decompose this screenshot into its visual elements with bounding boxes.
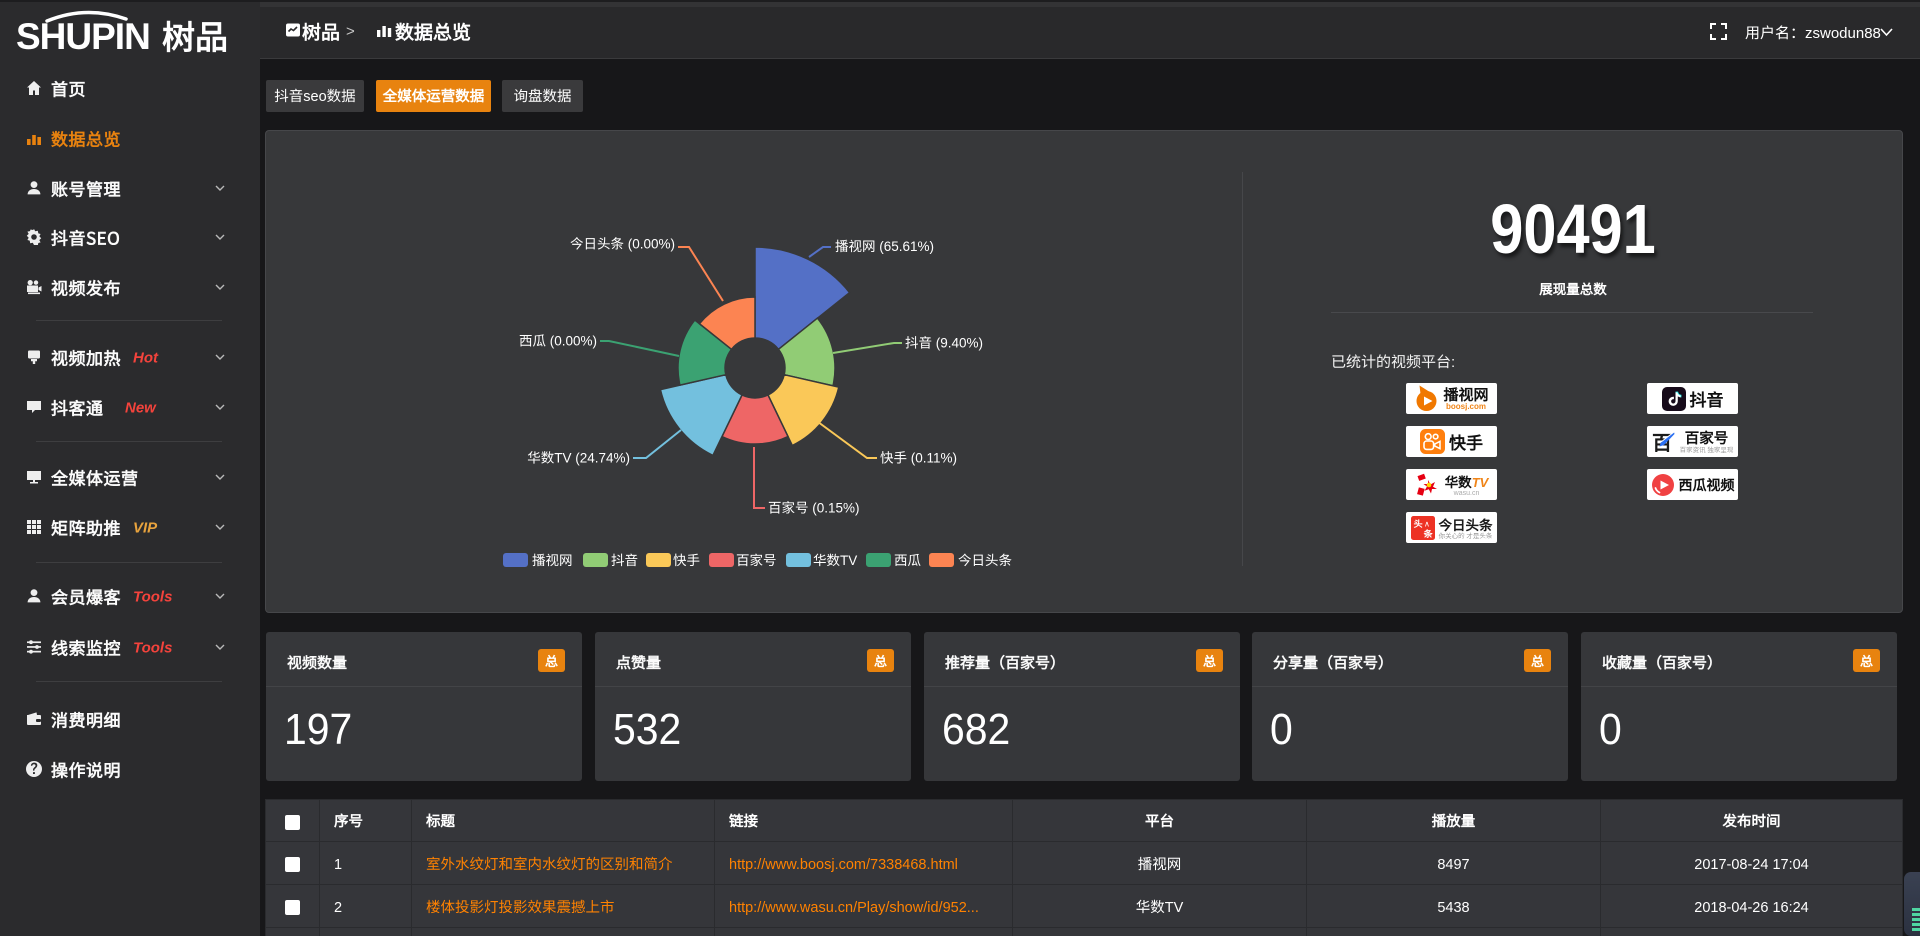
svg-text:今日头条: 今日头条 bbox=[958, 549, 1012, 569]
svg-text:抖音 (9.40%): 抖音 (9.40%) bbox=[905, 332, 983, 352]
svg-text:播视网: 播视网 bbox=[532, 549, 573, 569]
svg-text:快手: 快手 bbox=[673, 549, 700, 569]
svg-text:西瓜: 西瓜 bbox=[894, 549, 922, 569]
svg-text:华数TV (24.74%): 华数TV (24.74%) bbox=[527, 447, 630, 467]
svg-text:∧: ∧ bbox=[1424, 518, 1430, 529]
svg-text:百家号 (0.15%): 百家号 (0.15%) bbox=[768, 497, 860, 517]
svg-text:树品: 树品 bbox=[162, 11, 228, 58]
svg-text:SHUPIN: SHUPIN bbox=[16, 16, 150, 57]
svg-text:播视网 (65.61%): 播视网 (65.61%) bbox=[835, 235, 934, 255]
svg-text:今日头条 (0.00%): 今日头条 (0.00%) bbox=[570, 233, 675, 253]
svg-text:条: 条 bbox=[1422, 527, 1433, 540]
svg-text:快手 (0.11%): 快手 (0.11%) bbox=[880, 447, 957, 467]
svg-text:抖音: 抖音 bbox=[611, 549, 638, 569]
svg-text:西瓜 (0.00%): 西瓜 (0.00%) bbox=[519, 330, 597, 350]
svg-text:华数TV: 华数TV bbox=[813, 549, 857, 569]
svg-text:百家号: 百家号 bbox=[736, 549, 777, 569]
svg-text:头: 头 bbox=[1413, 517, 1422, 530]
